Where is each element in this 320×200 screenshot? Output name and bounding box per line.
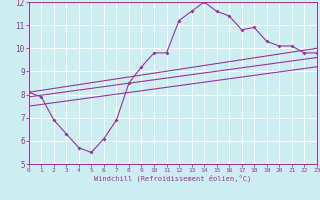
X-axis label: Windchill (Refroidissement éolien,°C): Windchill (Refroidissement éolien,°C): [94, 175, 252, 182]
